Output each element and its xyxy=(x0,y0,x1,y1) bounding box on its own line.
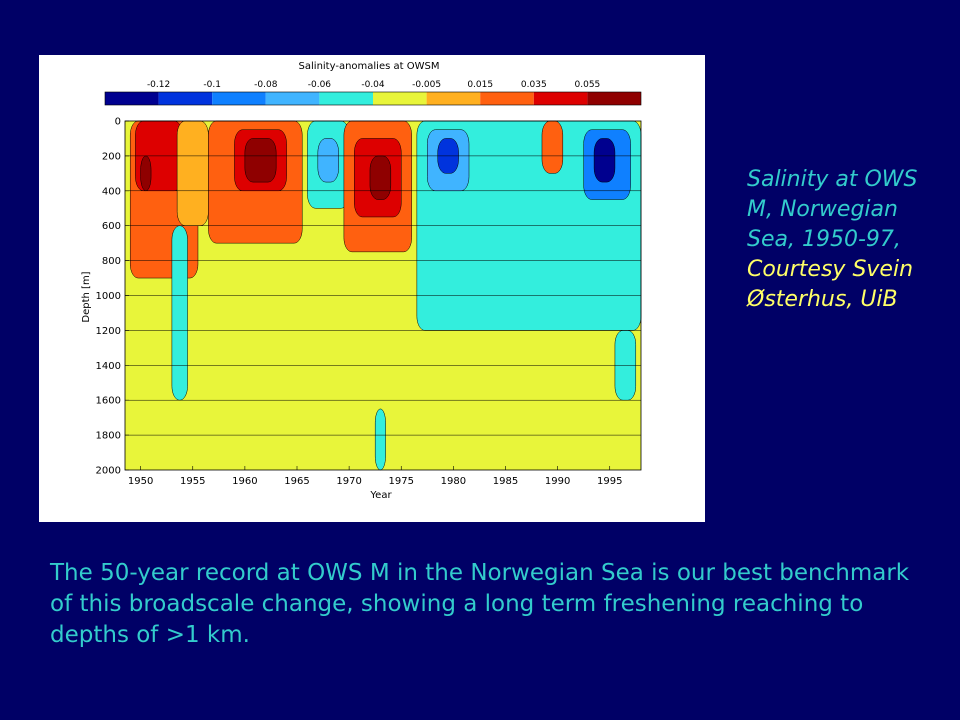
y-tick-label: 1400 xyxy=(96,361,121,372)
y-tick-label: 0 xyxy=(115,117,121,128)
colorbar-frame xyxy=(104,91,642,106)
x-tick-label: 1980 xyxy=(441,476,466,487)
gridlines xyxy=(125,155,641,436)
body-text: The 50-year record at OWS M in the Norwe… xyxy=(50,560,910,648)
colorbar-tick-label: 0.055 xyxy=(575,80,601,90)
x-tick-label: 1960 xyxy=(232,476,257,487)
anomaly-region xyxy=(317,138,339,183)
colorbar-swatch xyxy=(533,92,588,105)
caption-credit: Courtesy Svein Østerhus, UiB xyxy=(747,257,914,312)
anomaly-region xyxy=(176,120,209,226)
x-tick-label: 1970 xyxy=(336,476,361,487)
y-tick-label: 2000 xyxy=(96,466,121,477)
x-tick-label: 1955 xyxy=(180,476,205,487)
colorbar-tick-label: -0.06 xyxy=(308,80,332,90)
salinity-chart: Salinity-anomalies at OWSM -0.12 -0.1 -0.0… xyxy=(81,61,642,501)
colorbar-tick-label: 0.015 xyxy=(467,80,493,90)
x-tick-label: 1995 xyxy=(597,476,622,487)
colorbar-swatch xyxy=(105,92,159,105)
chart-title: Salinity-anomalies at OWSM xyxy=(299,61,440,72)
anomaly-region xyxy=(369,155,392,200)
colorbar-tick-label: -0.04 xyxy=(361,80,385,90)
y-tick-label: 200 xyxy=(102,151,121,162)
anomaly-region xyxy=(244,138,277,183)
y-axis-label: Depth [m] xyxy=(81,271,92,322)
y-axis-ticks: 0 200 400 600 800 1000 1200 1400 1600 1800 2000 xyxy=(96,117,129,477)
colorbar-swatch xyxy=(212,92,266,105)
y-tick-label: 1000 xyxy=(96,291,121,302)
figure-panel: Salinity-anomalies at OWSM -0.12 -0.1 -0.0… xyxy=(39,55,705,522)
colorbar-swatch xyxy=(587,92,641,105)
colorbar-tick-label: -0.1 xyxy=(203,80,221,90)
caption: Salinity at OWS M, Norwegian Sea, 1950-9… xyxy=(747,165,947,315)
colorbar-tick-label: -0.005 xyxy=(412,80,441,90)
colorbar xyxy=(104,91,642,106)
colorbar-labels: -0.12 -0.1 -0.08 -0.06 -0.04 -0.005 0.015 0.035… xyxy=(147,80,600,90)
y-tick-label: 600 xyxy=(102,221,121,232)
anomaly-region xyxy=(374,408,386,471)
plot-area xyxy=(124,120,642,471)
x-tick-label: 1985 xyxy=(493,476,518,487)
y-tick-label: 1800 xyxy=(96,431,121,442)
x-tick-label: 1990 xyxy=(545,476,570,487)
x-tick-label: 1965 xyxy=(284,476,309,487)
y-tick-label: 400 xyxy=(102,186,121,197)
colorbar-swatch xyxy=(426,92,481,105)
y-tick-label: 800 xyxy=(102,256,121,267)
colorbar-swatch xyxy=(319,92,373,105)
colorbar-swatch xyxy=(158,92,213,105)
x-tick-label: 1975 xyxy=(389,476,414,487)
anomaly-region xyxy=(140,155,152,192)
x-axis-label: Year xyxy=(369,490,392,501)
anomaly-region xyxy=(593,138,616,183)
colorbar-tick-label: 0.035 xyxy=(521,80,547,90)
colorbar-swatch xyxy=(480,92,534,105)
caption-text: Salinity at OWS M, Norwegian Sea, 1950-9… xyxy=(747,167,918,252)
y-tick-label: 1600 xyxy=(96,396,121,407)
y-tick-label: 1200 xyxy=(96,326,121,337)
anomaly-region xyxy=(171,225,188,401)
colorbar-swatch xyxy=(373,92,427,105)
colorbar-tick-label: -0.08 xyxy=(254,80,278,90)
anomaly-region xyxy=(541,120,564,174)
colorbar-swatch xyxy=(265,92,320,105)
x-tick-label: 1950 xyxy=(128,476,153,487)
x-axis-ticks: 1950 1955 1960 1965 1970 1975 1980 1985 1990 1995 xyxy=(128,466,622,487)
colorbar-tick-label: -0.12 xyxy=(147,80,170,90)
